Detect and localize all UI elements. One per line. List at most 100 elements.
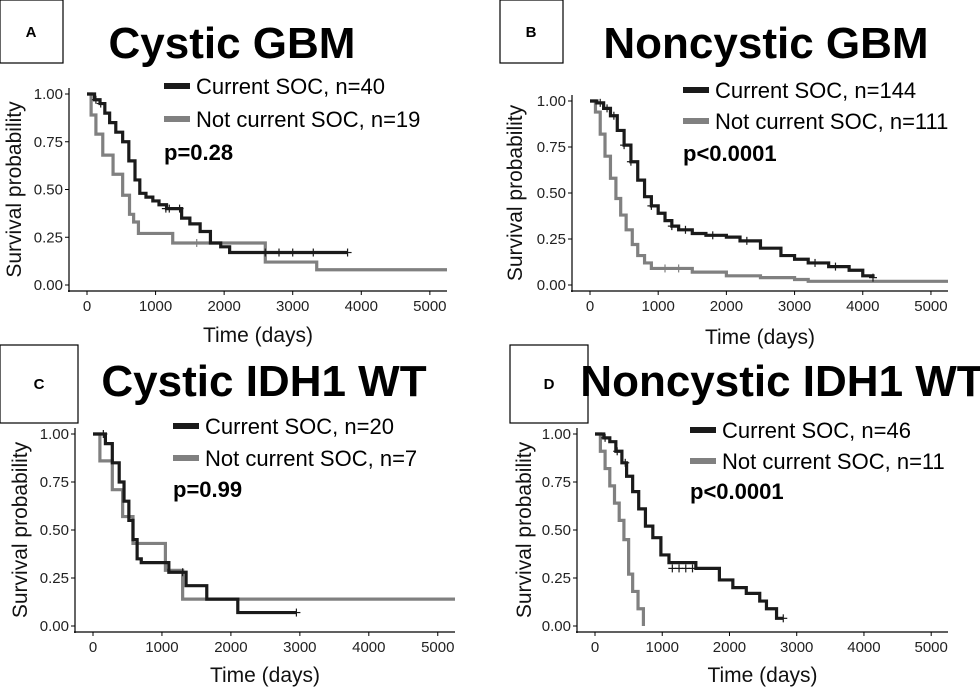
panel-b-censor-mark [626,157,635,166]
panel-a-censor-mark [165,204,174,213]
panel-b-title: Noncystic GBM [603,19,928,68]
panel-b-series-not-current [590,99,948,283]
panel-c-legend-current: Current SOC, n=20 [205,414,394,439]
panel-b-plot: 0.00 0.25 0.50 0.75 1.00 0 1000 2000 3000 4000 500… [504,93,948,349]
panel-b-censor-mark [681,225,690,234]
panel-b-censor-mark [647,201,656,210]
panel-d-letter: D [544,376,555,393]
panel-c-letter: C [34,376,45,393]
panel-b-censor-mark [620,141,629,150]
panel-c-series-current [93,432,297,615]
panel-b: B Noncystic GBM 0.00 0.25 0.50 0.75 1.00 0 100… [499,0,948,349]
panel-b-y-tick-label: 1.00 [537,93,566,110]
panel-d-p-value: p<0.0001 [690,479,784,504]
panel-d-censor-mark [601,433,610,442]
panel-d-plot: 0.00 0.25 0.50 0.75 1.00 0 1000 2000 3000 4000 500… [513,426,948,687]
panel-c-censor-mark [292,608,301,617]
panel-a-censor-mark [91,95,100,104]
panel-d-censor-mark [621,458,630,467]
panel-d-censor-mark [668,564,677,573]
panel-a-letter: A [26,24,37,41]
panel-a-title: Cystic GBM [109,19,356,68]
panel-b-censor-mark [674,264,683,273]
panel-b-x-tick-label: 0 [586,298,594,315]
panel-a-series-not-current [87,92,447,272]
panel-d-x-tick-label: 5000 [915,639,948,656]
panel-a-y-tick-label: 0.75 [34,134,63,151]
panel-a-y-tick-label: 1.00 [34,86,63,103]
panel-d-label-box [509,344,589,424]
panel-d-censor-mark [681,564,690,573]
panel-b-x-tick-label: 3000 [778,298,811,315]
panel-a-censor-mark [96,99,105,108]
panel-b-letter: B [526,24,537,41]
panel-c-x-title: Time (days) [210,664,320,687]
panel-c-y-tick-label: 0.75 [40,474,69,491]
panel-b-y-tick-label: 0.50 [537,185,566,202]
panel-d-legend-current: Current SOC, n=46 [722,418,911,443]
panel-d-y-tick-label: 1.00 [542,426,571,443]
panel-a-y-title: Survival probability [3,101,26,278]
panel-b-censor-mark [742,236,751,245]
panel-c-series-not-current [93,432,455,601]
panel-d-legend-not-current: Not current SOC, n=11 [722,449,945,474]
panel-c-censor-mark [99,430,108,438]
panel-b-censor-mark [603,104,612,113]
panel-a-censor-mark [261,248,270,257]
panel-d-title: Noncystic IDH1 WT [580,357,980,406]
panel-d-x-tick-label: 2000 [713,639,746,656]
panel-a-y-tick-label: 0.50 [34,182,63,199]
panel-b-x-title: Time (days) [705,326,815,349]
panel-b-censor-mark [868,273,877,282]
panel-a-legend-not-current: Not current SOC, n=19 [196,107,420,132]
panel-d-y-tick-label: 0.75 [542,474,571,491]
panel-b-p-value: p<0.0001 [683,141,777,166]
panel-c: C Cystic IDH1 WT 0.00 0.25 0.50 0.75 1.00 0 10… [0,344,455,687]
panel-a-label-box [0,0,64,64]
panel-c-y-tick-label: 0.50 [40,522,69,539]
panel-a-x-tick-label: 4000 [345,298,378,315]
panel-b-censor-mark [667,222,676,231]
panel-b-x-tick-label: 4000 [846,298,879,315]
panel-c-x-tick-label: 5000 [421,639,454,656]
panel-c-title: Cystic IDH1 WT [101,357,426,406]
panel-d-series-not-current [595,432,646,626]
panel-b-y-title: Survival probability [504,104,527,281]
panel-c-y-tick-label: 0.25 [40,570,69,587]
panel-b-censor-mark [661,264,670,273]
panel-a-x-tick-label: 5000 [413,298,446,315]
panel-b-censor-mark [811,258,820,267]
panel-c-censor-mark [178,568,187,577]
panel-d-y-title: Survival probability [513,441,536,618]
panel-a-x-tick-label: 3000 [276,298,309,315]
panel-d: D Noncystic IDH1 WT 0.00 0.25 0.50 0.75 1.00… [509,344,980,687]
panel-a-legend-current: Current SOC, n=40 [196,74,385,99]
panel-b-censor-mark [609,111,618,120]
panel-a-x-tick-label: 1000 [139,298,172,315]
panel-c-x-tick-label: 4000 [352,639,385,656]
panel-b-censor-mark [596,98,605,107]
panel-c-x-tick-label: 3000 [283,639,316,656]
panel-a: A Cystic GBM 0.00 0.25 0.50 0.75 1.00 0 1000 20… [0,0,447,347]
panel-d-x-tick-label: 0 [591,639,599,656]
panel-c-label-box [0,344,79,424]
panel-a-p-value: p=0.28 [164,140,233,165]
panel-c-plot: 0.00 0.25 0.50 0.75 1.00 0 1000 2000 3000 4000 500… [9,426,455,687]
panel-b-censor-mark [708,231,717,240]
panel-b-y-tick-label: 0.25 [537,231,566,248]
panel-a-censor-mark [275,248,283,257]
panel-b-y-tick-label: 0.75 [537,139,566,156]
panel-b-label-box [499,0,564,64]
panel-c-p-value: p=0.99 [173,477,242,502]
panel-a-censor-mark [288,248,297,257]
panel-a-x-tick-label: 0 [83,298,91,315]
panel-a-censor-mark [192,238,201,247]
panel-a-censor-mark [175,204,184,213]
panel-d-censor-mark [688,564,697,573]
panel-a-x-tick-label: 2000 [207,298,240,315]
panel-a-x-title: Time (days) [203,324,313,347]
panel-b-series-current [590,99,875,278]
panel-b-x-tick-label: 5000 [914,298,947,315]
panel-b-legend-not-current: Not current SOC, n=111 [715,109,948,134]
